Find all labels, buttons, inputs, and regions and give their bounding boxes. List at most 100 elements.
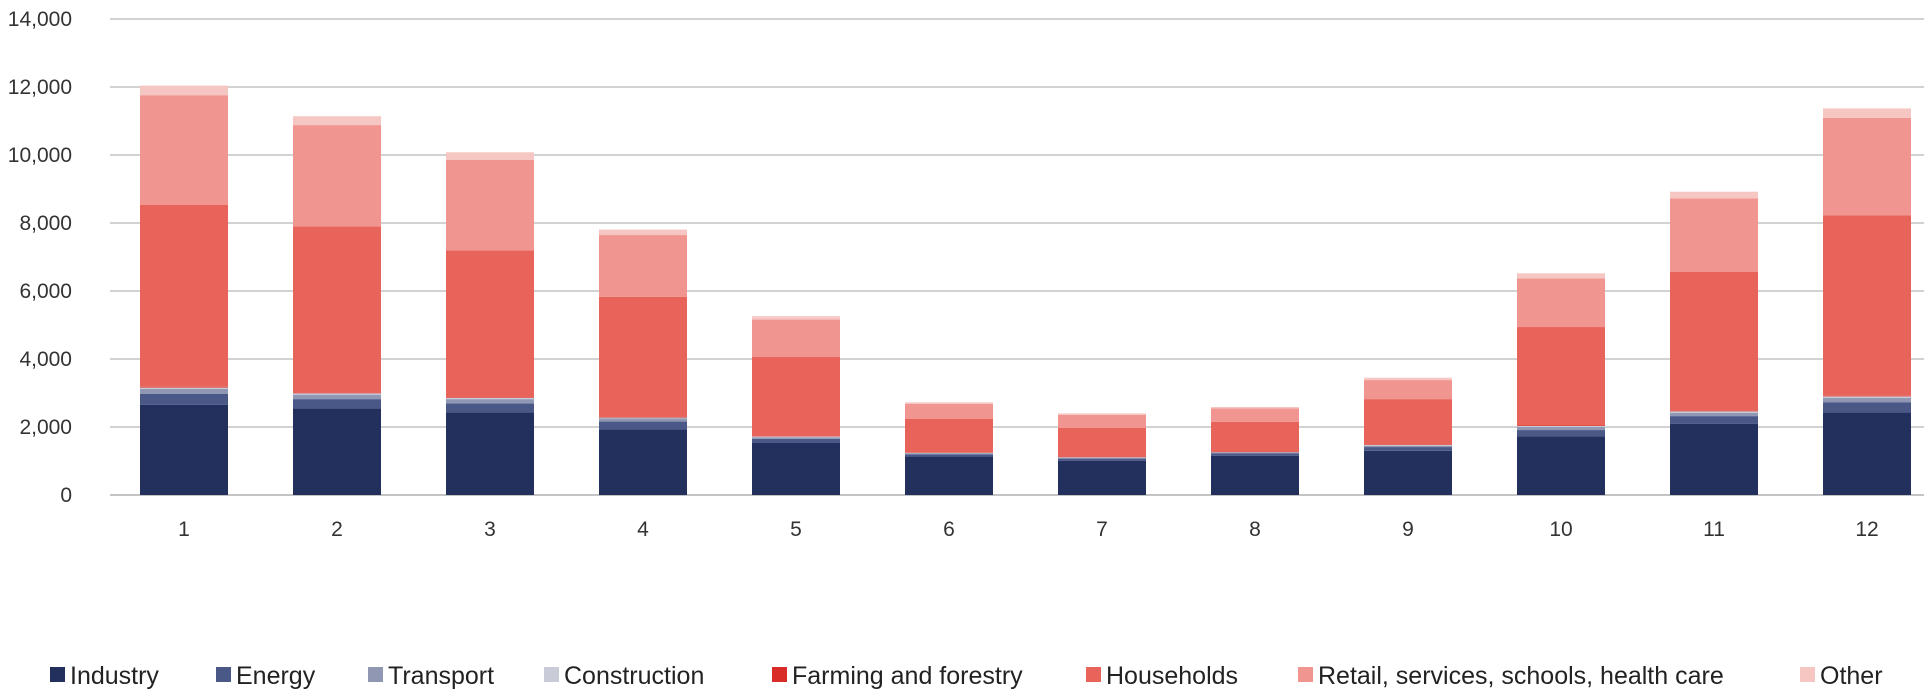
legend-swatch [1298,667,1313,682]
bar-segment [752,319,840,357]
bar-segment [446,397,534,400]
x-tick-label: 8 [1249,518,1261,541]
x-tick-label: 1 [178,518,190,541]
legend-item: Other [1800,662,1883,690]
legend-item: Households [1086,662,1238,690]
bar-segment [1670,416,1758,424]
bar-segment [1211,421,1299,452]
x-tick-label: 12 [1855,518,1878,541]
bar-stack [752,316,840,495]
x-axis-tick-labels: 1 2 3 4 5 6 7 8 9 10 11 12 [178,518,1879,541]
bar-segment [1823,402,1911,413]
bar-segment [140,204,228,387]
bar-segment [446,403,534,413]
bar-stack [446,152,534,495]
bar-segment [1517,425,1605,426]
bar-segment [752,436,840,438]
bar-segment [1211,452,1299,454]
gridlines [110,18,1924,496]
legend-item: Farming and forestry [772,662,1023,690]
bar-segment [1364,377,1452,381]
x-tick-label: 11 [1703,518,1725,541]
bar-stack [1823,108,1911,495]
bar-segment [293,226,381,393]
bar-stack [1364,377,1452,495]
bar-segment [905,453,993,455]
bar-segment [1517,430,1605,437]
bar-segment [1058,413,1146,415]
bar-segment [905,403,993,420]
bar-segment [752,356,840,437]
legend-swatch [544,667,559,682]
bar-segment [1058,457,1146,459]
bar-segment [1517,436,1605,495]
bar-stack [293,116,381,495]
legend-label: Industry [70,662,159,690]
bar-segment [446,250,534,398]
y-tick-label: 12,000 [8,76,72,99]
bar-segment [599,418,687,422]
bar-segment [446,397,534,398]
bar-segment [599,296,687,417]
bar-segment [1517,425,1605,427]
y-axis-tick-labels: 0 2,000 4,000 6,000 8,000 10,000 12,000 14,000 [8,8,72,507]
legend-item: Energy [216,662,316,690]
y-tick-label: 2,000 [19,416,72,439]
bar-segment [1670,198,1758,272]
bar-segment [1670,423,1758,495]
x-tick-label: 9 [1402,518,1414,541]
x-tick-label: 2 [331,518,343,541]
x-tick-label: 7 [1096,518,1108,541]
legend-item: Industry [50,662,159,690]
bar-stack [1670,191,1758,495]
legend-label: Transport [388,662,494,690]
bar-segment [446,152,534,160]
bar-stack [905,402,993,495]
x-tick-label: 3 [484,518,496,541]
bar-segment [599,429,687,495]
bar-segment [752,438,840,443]
bar-segment [1364,445,1452,446]
bar-segment [1058,414,1146,429]
bar-segment [905,456,993,495]
bar-segment [1823,397,1911,403]
bar-stack [1517,273,1605,495]
bar-segment [1058,460,1146,495]
bar-segment [446,159,534,251]
legend-swatch [772,667,787,682]
bar-segment [599,417,687,419]
bar-segment [599,235,687,297]
y-tick-label: 0 [60,484,72,507]
x-tick-label: 5 [790,518,802,541]
bar-segment [1517,327,1605,426]
legend-label: Energy [236,662,316,690]
bar-stack [1211,406,1299,495]
legend-label: Households [1106,662,1238,690]
y-tick-label: 14,000 [8,8,72,31]
bar-segment [1670,412,1758,417]
bar-segment [1823,108,1911,118]
bar-segment [293,393,381,395]
bar-stack [1058,413,1146,495]
bar-segment [1058,428,1146,458]
legend-item: Retail, services, schools, health care [1298,662,1724,690]
bar-segment [752,316,840,320]
bar-segment [1670,411,1758,413]
x-tick-label: 10 [1549,518,1572,541]
bar-segment [140,388,228,394]
bar-segment [1364,445,1452,448]
bar-segment [1058,458,1146,461]
bar-segment [140,386,228,388]
bar-segment [293,394,381,400]
bar-segment [752,437,840,439]
y-tick-label: 6,000 [19,280,72,303]
bar-segment [140,404,228,495]
bars [140,85,1911,495]
bar-segment [1823,117,1911,216]
legend-swatch [368,667,383,682]
bar-segment [905,402,993,404]
bar-segment [905,454,993,457]
legend-label: Retail, services, schools, health care [1318,662,1724,690]
bar-segment [1670,191,1758,199]
